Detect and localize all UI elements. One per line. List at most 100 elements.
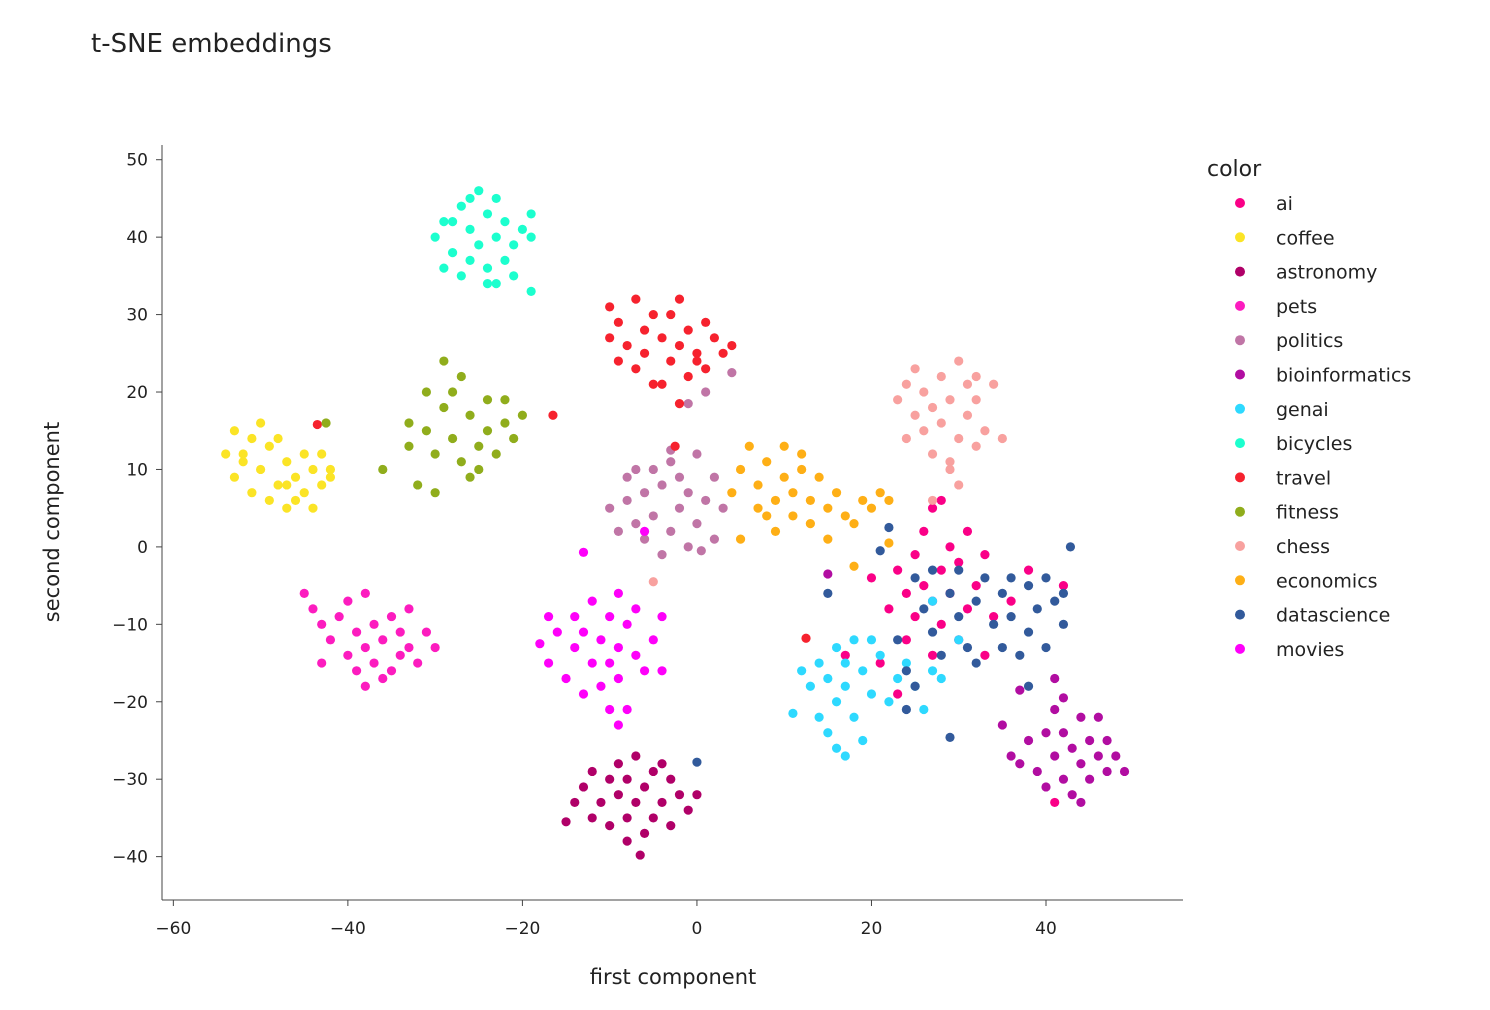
point-travel (312, 419, 322, 430)
point-movies (552, 627, 562, 637)
point-politics (683, 542, 693, 552)
legend-label: travel (1276, 467, 1331, 489)
point-coffee (247, 433, 257, 444)
legend-item-genai[interactable]: genai (1235, 399, 1329, 421)
point-travel (666, 356, 676, 366)
point-movies (596, 635, 606, 645)
legend-item-fitness[interactable]: fitness (1235, 502, 1339, 524)
legend-item-datascience[interactable]: datascience (1235, 605, 1390, 627)
legend-marker (1235, 232, 1245, 243)
point-bicycles (526, 209, 536, 219)
legend-item-pets[interactable]: pets (1235, 296, 1317, 318)
point-astronomy (639, 828, 650, 839)
point-coffee (282, 503, 292, 513)
point-movies (570, 611, 580, 622)
point-politics (727, 368, 737, 378)
legend-item-travel[interactable]: travel (1235, 467, 1331, 489)
point-politics (701, 387, 711, 397)
legend-item-politics[interactable]: politics (1235, 330, 1343, 352)
point-astronomy (596, 797, 606, 808)
point-economics (753, 503, 763, 513)
series-bicycles (430, 186, 536, 296)
point-datascience (901, 704, 911, 715)
point-ai (919, 581, 929, 591)
point-economics (884, 538, 894, 548)
point-astronomy (622, 774, 632, 784)
point-pets (395, 627, 405, 637)
point-fitness (430, 488, 440, 498)
legend-item-bioinformatics[interactable]: bioinformatics (1235, 365, 1411, 387)
point-astronomy (605, 821, 615, 831)
point-chess (945, 395, 955, 405)
legend-marker (1235, 335, 1245, 346)
point-datascience (927, 565, 938, 575)
point-fitness (413, 480, 423, 490)
plot-points (221, 186, 1130, 860)
series-bioinformatics (823, 569, 1130, 808)
point-movies (613, 588, 623, 598)
point-datascience (980, 573, 990, 583)
point-datascience (875, 546, 885, 556)
point-bioinformatics (1093, 751, 1103, 761)
point-bicycles (439, 217, 449, 227)
point-fitness (421, 426, 432, 436)
series-travel (312, 294, 811, 643)
point-chess (893, 395, 903, 405)
point-fitness (491, 449, 501, 459)
point-fitness (321, 418, 331, 428)
legend-marker (1235, 506, 1245, 517)
point-economics (866, 503, 877, 513)
point-genai (901, 658, 911, 668)
point-travel (605, 302, 615, 312)
point-chess (989, 379, 999, 389)
point-travel (727, 340, 737, 351)
point-bioinformatics (997, 720, 1007, 730)
point-politics (631, 464, 641, 475)
point-coffee (308, 464, 318, 475)
point-datascience (884, 522, 894, 533)
point-bicycles (456, 201, 466, 211)
legend-item-astronomy[interactable]: astronomy (1235, 262, 1377, 284)
point-ai (1023, 565, 1034, 575)
point-economics (727, 488, 737, 498)
point-pets (378, 635, 388, 645)
series-politics (605, 368, 737, 560)
point-fitness (439, 402, 449, 413)
legend-item-ai[interactable]: ai (1235, 193, 1293, 215)
x-tick-label: −60 (155, 919, 191, 939)
legend-item-movies[interactable]: movies (1235, 639, 1344, 661)
point-travel (548, 410, 558, 420)
point-politics (613, 526, 623, 537)
legend-item-coffee[interactable]: coffee (1235, 227, 1335, 249)
legend-label: coffee (1276, 227, 1335, 249)
point-politics (639, 488, 650, 498)
point-fitness (500, 395, 510, 405)
point-datascience (971, 658, 981, 668)
point-bioinformatics (1076, 759, 1086, 769)
legend-item-economics[interactable]: economics (1235, 570, 1378, 592)
point-pets (317, 619, 327, 629)
point-chess (980, 426, 990, 436)
point-datascience (1058, 588, 1069, 598)
legend-item-chess[interactable]: chess (1235, 536, 1330, 558)
point-movies (596, 681, 606, 691)
legend-label: pets (1276, 296, 1317, 318)
point-chess (954, 480, 964, 490)
point-pets (360, 588, 370, 598)
point-pets (343, 650, 353, 660)
point-genai (927, 596, 938, 606)
point-movies (605, 658, 615, 668)
y-axis-ticks: −40 −30 −20 −10 0 10 20 30 40 50 (112, 151, 162, 868)
point-ai (936, 495, 946, 506)
series-genai (788, 596, 964, 761)
point-travel (692, 348, 702, 358)
legend-item-bicycles[interactable]: bicycles (1235, 433, 1352, 455)
point-movies (605, 611, 615, 622)
point-genai (936, 673, 946, 684)
point-chess (954, 356, 964, 366)
point-travel (674, 294, 685, 304)
point-fitness (509, 433, 519, 444)
point-economics (858, 495, 868, 506)
point-politics (622, 472, 632, 482)
